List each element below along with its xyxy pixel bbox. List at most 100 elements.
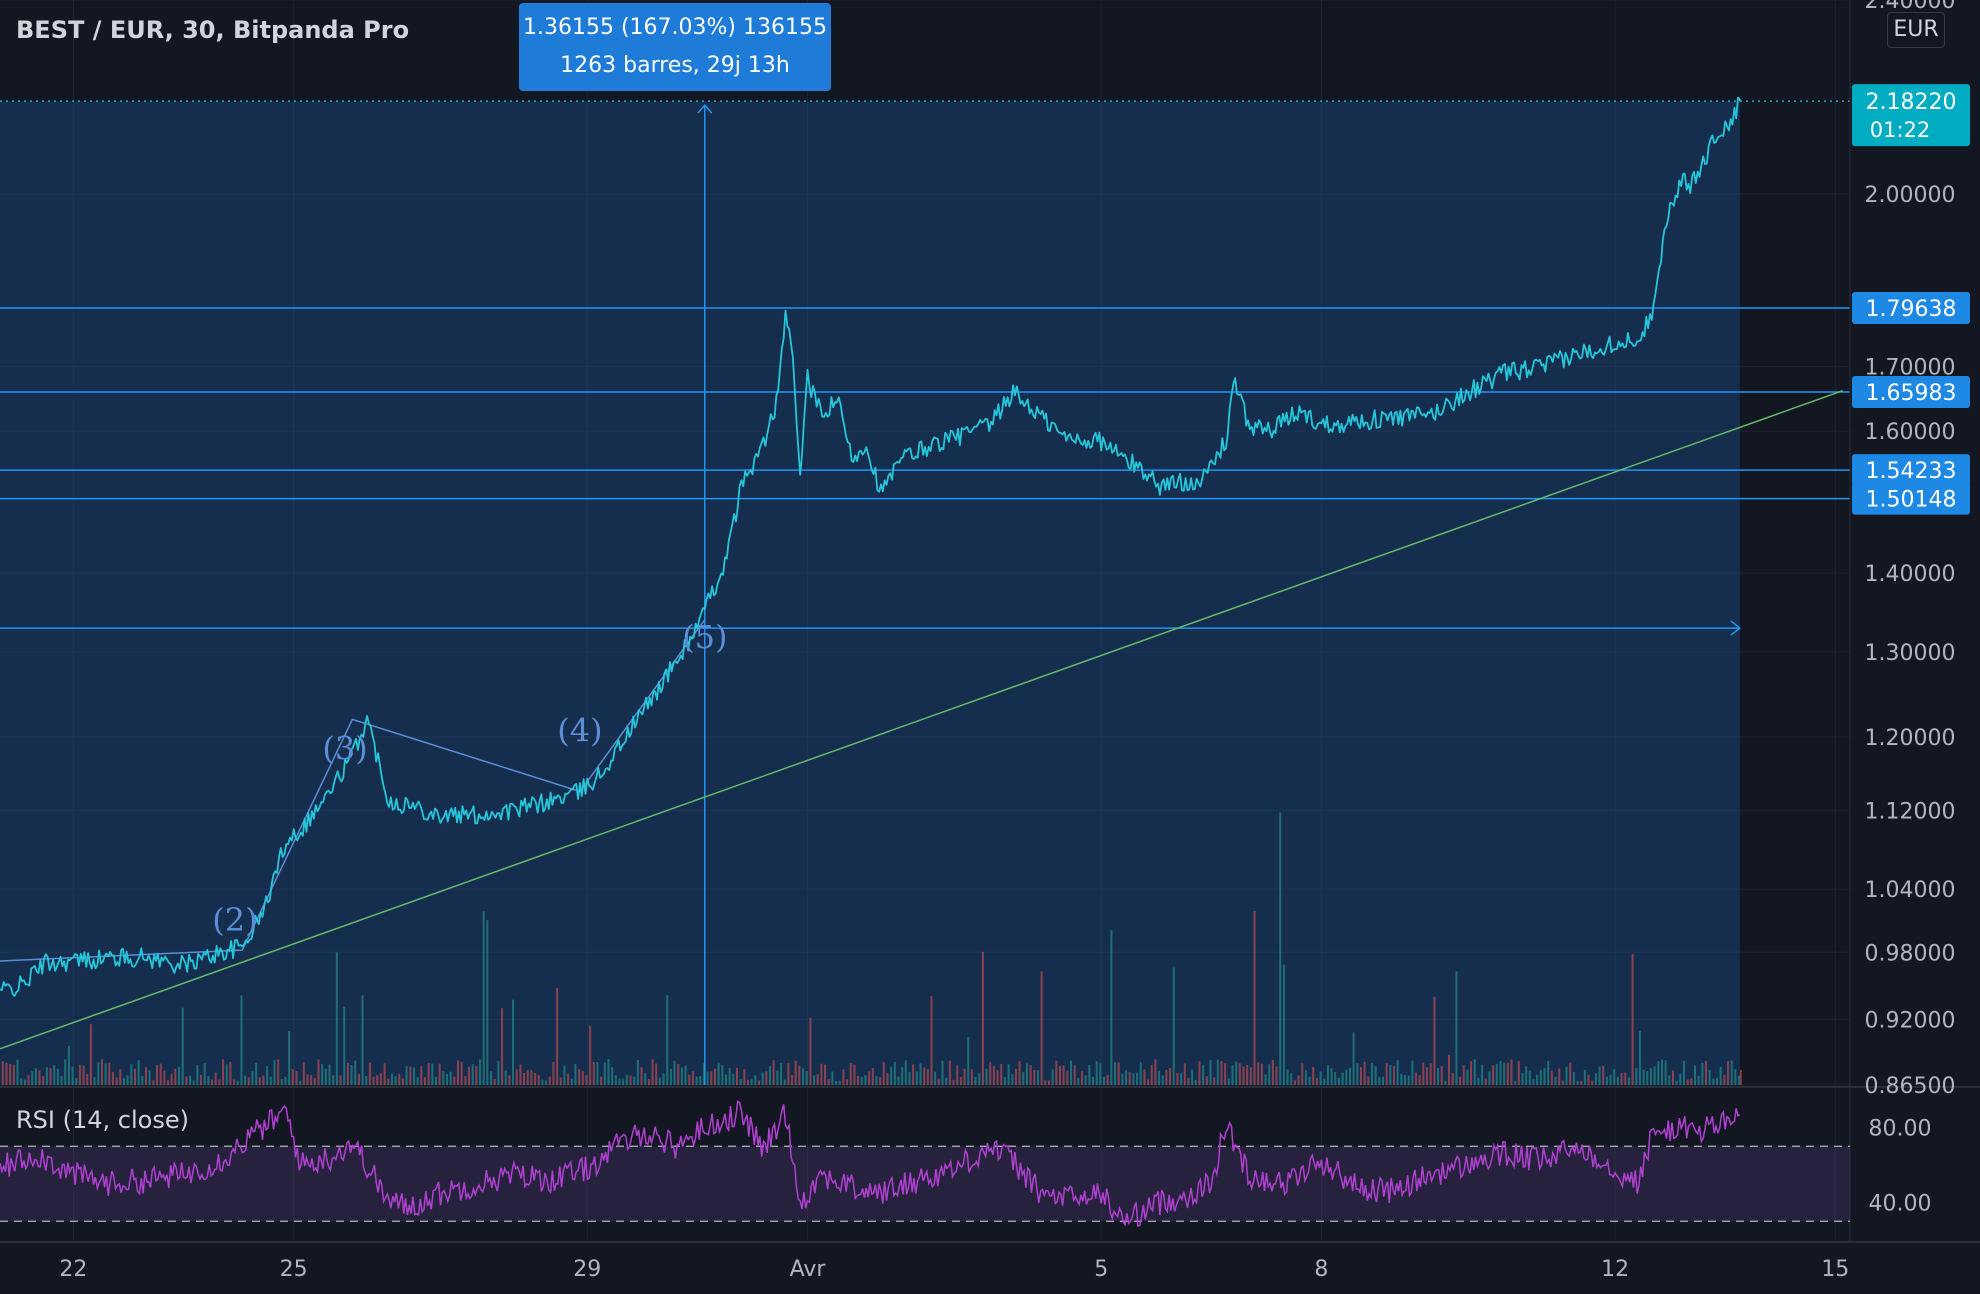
volume-bar: [1624, 1072, 1627, 1085]
volume-bar: [827, 1079, 830, 1085]
volume-bar: [82, 1065, 85, 1085]
volume-bar: [570, 1078, 573, 1085]
volume-bar: [1205, 1076, 1208, 1085]
volume-bar: [207, 1075, 210, 1085]
trend-line-green: [0, 389, 1843, 1050]
volume-bar: [1099, 1063, 1102, 1085]
volume-bar: [1470, 1061, 1473, 1085]
volume-bar: [1029, 1065, 1032, 1085]
volume-bar: [567, 1073, 570, 1085]
measure-line-2: 1263 barres, 29j 13h: [560, 53, 790, 78]
volume-bar: [1147, 1079, 1150, 1085]
volume-bar: [111, 1071, 114, 1085]
volume-bar: [629, 1075, 632, 1085]
chart-title[interactable]: BEST / EUR, 30, Bitpanda Pro: [16, 16, 410, 44]
volume-bar: [1591, 1080, 1594, 1085]
volume-bar: [1671, 1070, 1674, 1085]
volume-bar: [299, 1080, 302, 1085]
volume-bar: [1705, 1061, 1708, 1085]
volume-bar: [1668, 1075, 1671, 1085]
volume-bar: [1550, 1070, 1553, 1085]
volume-bar: [699, 1076, 702, 1085]
rsi-label[interactable]: RSI (14, close): [16, 1106, 189, 1134]
volume-bar: [607, 1059, 610, 1085]
volume-bar: [1271, 1060, 1274, 1085]
wave-labels: (2) (3) (4) (5): [212, 618, 727, 939]
x-tick-label: 5: [1094, 1257, 1108, 1282]
volume-bar: [137, 1060, 140, 1085]
volume-bar: [1268, 1064, 1271, 1085]
volume-bar: [1066, 1070, 1069, 1085]
trend-lines[interactable]: [0, 389, 1843, 1050]
volume-bar: [1293, 1080, 1296, 1085]
volume-bar: [1216, 1059, 1219, 1085]
volume-bar: [1238, 1063, 1241, 1085]
volume-bar: [1657, 1060, 1660, 1085]
volume-bar: [614, 1075, 617, 1085]
volume-bar: [816, 1074, 819, 1085]
volume-bar: [592, 1062, 595, 1085]
volume-bar: [1404, 1075, 1407, 1085]
volume-bar: [1025, 1063, 1028, 1085]
volume-bar: [431, 1063, 434, 1085]
volume-bar: [420, 1066, 423, 1085]
volume-bar: [1286, 1069, 1289, 1085]
volume-bar: [581, 1071, 584, 1085]
volume-bar: [163, 1070, 166, 1085]
volume-bar: [864, 1074, 867, 1085]
volume-bar: [251, 1071, 254, 1085]
volume-bar: [1356, 1063, 1359, 1085]
volume-bar: [1598, 1066, 1601, 1085]
volume-bar: [1363, 1061, 1366, 1085]
volume-bar: [1139, 1062, 1142, 1085]
volume-bar: [1370, 1062, 1373, 1085]
y-axis[interactable]: 2.400002.000001.700001.600001.400001.300…: [1865, 0, 1956, 1099]
volume-bar: [409, 1066, 412, 1085]
volume-bar: [868, 1071, 871, 1085]
currency-badge[interactable]: EUR: [1887, 12, 1945, 48]
volume-bar: [875, 1075, 878, 1085]
volume-bar: [798, 1065, 801, 1085]
volume-bar: [647, 1079, 650, 1085]
volume-bar: [1525, 1066, 1528, 1085]
volume-bar: [497, 1060, 500, 1085]
level-badge-text: 1.54233: [1866, 459, 1957, 484]
volume-bar: [211, 1079, 214, 1085]
volume-bar: [273, 1060, 276, 1085]
volume-bar: [1693, 1065, 1696, 1085]
volume-bar: [508, 1075, 511, 1085]
volume-bars: [1, 812, 1742, 1085]
volume-bar: [262, 1075, 265, 1085]
volume-bar: [1246, 1065, 1249, 1085]
volume-bar: [831, 1071, 834, 1085]
volume-bar: [919, 1063, 922, 1085]
x-axis[interactable]: 22 25 29 Avr 5 8 12 15: [59, 1257, 1849, 1282]
volume-bar: [152, 1080, 155, 1085]
volume-bar: [934, 1071, 937, 1085]
volume-bar: [956, 1065, 959, 1085]
volume-bar: [1734, 1069, 1737, 1085]
volume-bar: [104, 1063, 107, 1085]
volume-bar: [1422, 1062, 1425, 1085]
x-tick-label: 8: [1314, 1257, 1328, 1282]
volume-bar: [556, 987, 559, 1085]
volume-bar: [857, 1075, 860, 1085]
volume-bar: [1528, 1070, 1531, 1085]
volume-bar: [728, 1067, 731, 1085]
y-tick-label: 2.40000: [1865, 0, 1956, 14]
level-badge-text: 1.79638: [1866, 297, 1957, 322]
volume-bar: [1224, 1063, 1227, 1085]
volume-bar: [317, 1059, 320, 1085]
volume-bar: [148, 1070, 151, 1085]
volume-bar: [794, 1060, 797, 1085]
rsi-tick-label: 80.00: [1869, 1117, 1932, 1142]
volume-bar: [1539, 1070, 1542, 1085]
volume-bar: [1411, 1060, 1414, 1085]
volume-bar: [853, 1064, 856, 1085]
pane-separators: [0, 0, 1980, 1243]
volume-bar: [1451, 1072, 1454, 1085]
volume-bar: [757, 1080, 760, 1085]
volume-bar: [838, 1080, 841, 1085]
volume-bar: [1359, 1067, 1362, 1085]
